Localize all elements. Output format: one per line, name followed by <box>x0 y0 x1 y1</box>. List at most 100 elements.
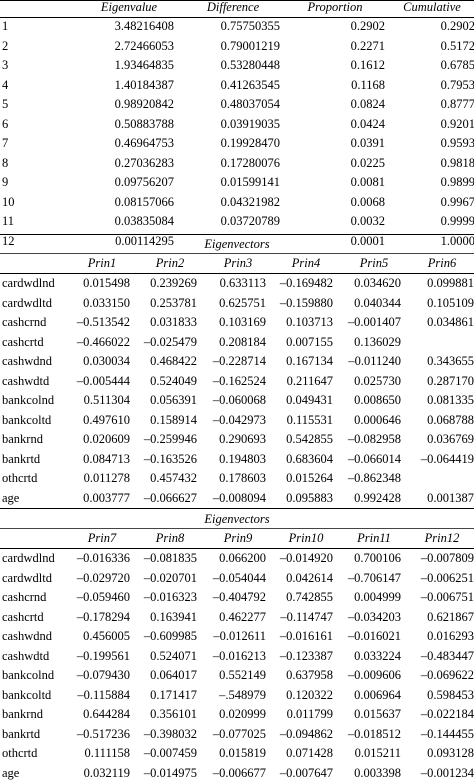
loading-cell: –0.016323 <box>143 590 197 604</box>
eigen-row-index: 3 <box>2 58 9 72</box>
variable-name: bankcoltd <box>2 687 52 702</box>
eigenvector-col-header: Prin12 <box>424 531 460 545</box>
eigen-row-index: 4 <box>2 77 9 92</box>
eigen-cell: 0.9818 <box>440 155 474 170</box>
eigenvector-col-header: Prin1 <box>87 256 117 270</box>
loading-cell: 0.020999 <box>219 707 266 721</box>
loading-cell: 0.068788 <box>427 412 474 427</box>
eigen-cell: 0.8777 <box>440 97 474 111</box>
variable-name: cardwdlnd <box>2 551 55 565</box>
eigenvector-col-header: Prin5 <box>359 256 389 270</box>
loading-cell: –0.007809 <box>420 551 474 565</box>
eigen-cell: 0.9899 <box>440 175 474 189</box>
loading-cell: –0.064419 <box>420 451 474 466</box>
eigenvector-col-header: Prin11 <box>357 531 391 545</box>
loading-cell: –0.178294 <box>76 609 130 624</box>
eigen-row-index: 8 <box>2 155 9 170</box>
variable-name: cashcrnd <box>2 590 47 604</box>
loading-cell: –0.123387 <box>279 648 333 663</box>
loading-cell: –0.034203 <box>347 609 401 624</box>
eigen-cell: 0.0001 <box>350 233 385 248</box>
eigenvector-header-rule <box>0 273 474 274</box>
loading-cell: 0.016293 <box>427 629 474 643</box>
loading-cell: –0.012611 <box>213 629 266 643</box>
loading-cell: 0.015498 <box>83 276 130 290</box>
loading-cell: –0.069622 <box>420 668 474 682</box>
eigen-cell: 0.9967 <box>440 194 474 209</box>
loading-cell: 0.167134 <box>286 354 333 368</box>
loading-cell: 0.020609 <box>83 432 130 446</box>
loading-cell: –0.022184 <box>420 707 474 721</box>
loading-cell: 0.105109 <box>427 295 474 310</box>
eigen-cell: 0.2902 <box>350 19 385 33</box>
loading-cell: –0.404792 <box>212 590 266 604</box>
loading-cell: –0.005444 <box>76 373 130 388</box>
loading-cell: –0.169482 <box>279 276 333 290</box>
loading-cell: –0.016021 <box>347 629 401 643</box>
eigen-cell: 1.40184387 <box>114 77 174 92</box>
eigen-cell: 0.0391 <box>350 136 385 150</box>
loading-cell: –0.114747 <box>280 609 333 624</box>
eigen-header-rule <box>0 17 474 18</box>
loading-cell: 0.071428 <box>286 746 333 760</box>
variable-name: bankcolnd <box>2 393 55 407</box>
eigen-cell: 0.03835084 <box>114 214 174 228</box>
loading-cell: –0.060068 <box>212 393 266 407</box>
loading-cell: 0.158914 <box>150 412 197 427</box>
eigen-cell: 1.93464835 <box>114 58 174 72</box>
loading-cell: 0.003777 <box>83 490 130 505</box>
eigenvectors-title: Eigenvectors <box>204 512 270 526</box>
loading-cell: –0.059460 <box>76 590 130 604</box>
eigen-cell: 0.17280076 <box>220 155 280 170</box>
loading-cell: 0.456005 <box>83 629 130 643</box>
eigen-cell: 0.01599141 <box>220 175 280 189</box>
variable-name: age <box>2 490 20 505</box>
loading-cell: –0.025479 <box>143 334 197 349</box>
loading-cell: 0.033224 <box>354 648 401 663</box>
variable-name: cashcrtd <box>2 334 44 349</box>
loading-cell: 0.081335 <box>427 393 474 407</box>
variable-name: cashwdtd <box>2 648 50 663</box>
loading-cell: 0.025730 <box>354 373 401 388</box>
variable-name: cashcrtd <box>2 609 44 624</box>
loading-cell: –0.066014 <box>347 451 401 466</box>
loading-cell: –0.001407 <box>347 315 401 329</box>
loading-cell: 0.637958 <box>286 668 333 682</box>
eigen-cell: 0.7953 <box>440 77 474 92</box>
eigenvector-col-header: Prin2 <box>155 256 185 270</box>
loading-cell: 0.115531 <box>286 412 333 427</box>
eigen-cell: 0.0068 <box>350 194 385 209</box>
variable-name: bankcoltd <box>2 412 52 427</box>
eigen-cell: 0.46964753 <box>114 136 174 150</box>
eigen-cell: 0.79001219 <box>220 38 280 53</box>
variable-name: cashwdtd <box>2 373 50 388</box>
loading-cell: –0.159880 <box>279 295 333 310</box>
loading-cell: 0.030034 <box>83 354 130 368</box>
loading-cell: –0.016213 <box>212 648 266 663</box>
eigen-row-index: 5 <box>2 97 9 111</box>
eigen-row-index: 7 <box>2 136 9 150</box>
loading-cell: 0.008650 <box>354 393 401 407</box>
variable-name: othcrtd <box>2 746 38 760</box>
loading-cell: 0.239269 <box>150 276 197 290</box>
eigenvectors-title-rule <box>0 528 474 529</box>
loading-cell: 0.598453 <box>427 687 474 702</box>
loading-cell: 0.034620 <box>354 276 401 290</box>
loading-cell: 0.211647 <box>286 373 333 388</box>
loading-cell: 0.552149 <box>219 668 266 682</box>
loading-cell: 0.006964 <box>354 687 401 702</box>
eigen-cell: 0.2271 <box>350 38 385 53</box>
loading-cell: 0.178603 <box>219 471 266 485</box>
loading-cell: 0.497610 <box>83 412 130 427</box>
loading-cell: 0.468422 <box>150 354 197 368</box>
loading-cell: 0.343655 <box>427 354 474 368</box>
loading-cell: 0.103169 <box>219 315 266 329</box>
loading-cell: –0.016161 <box>279 629 333 643</box>
eigen-cell: 0.27036283 <box>114 155 174 170</box>
eigenvector-col-header: Prin10 <box>288 531 324 545</box>
eigen-row-index: 12 <box>2 233 15 248</box>
loading-cell: 0.644284 <box>83 707 130 721</box>
eigenvector-col-header: Prin6 <box>427 256 457 270</box>
loading-cell: 0.290693 <box>219 432 266 446</box>
